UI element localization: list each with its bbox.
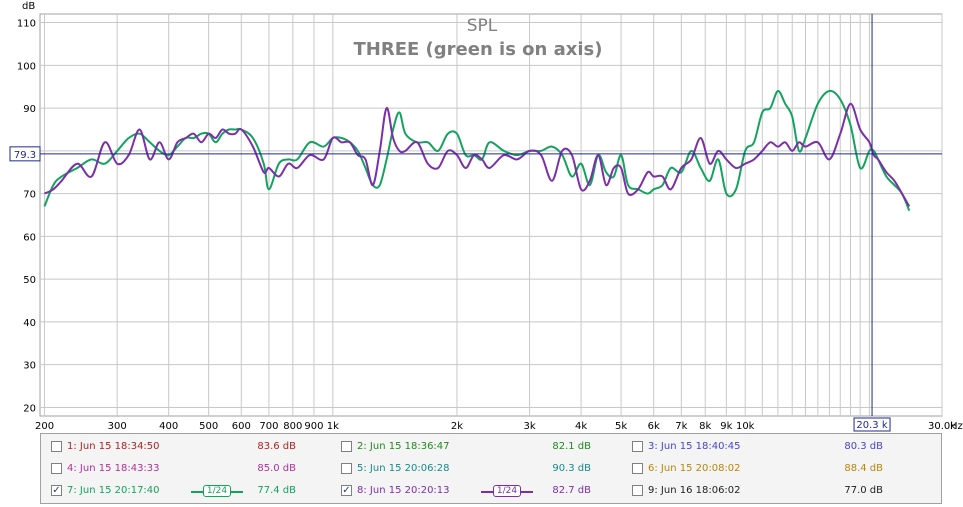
measurement-legend: 1: Jun 15 18:34:50 83.6 dB 2: Jun 15 18:36… [40, 433, 942, 504]
measurement-level: 77.0 dB [844, 485, 883, 496]
smoothing-label: 1/24 [493, 485, 521, 497]
measurement-level: 83.6 dB [257, 441, 296, 452]
x-tick-label: 200 [35, 421, 54, 432]
cursor-y-readout-box [9, 146, 41, 162]
cursor[interactable]: 79.3 20.3 k [9, 14, 942, 432]
measurement-level: 82.1 dB [552, 441, 591, 452]
x-tick-label: 30.0k [928, 421, 956, 432]
chart-subtitle: THREE (green is on axis) [353, 39, 602, 60]
x-tick-label: 1k [327, 421, 339, 432]
measurement-checkbox[interactable] [51, 441, 62, 452]
x-tick-label: 900 [304, 421, 323, 432]
y-tick-label: 50 [23, 275, 36, 286]
x-tick-labels: 200 300 400 500 600 700 800 900 1k 2k 3k 4k 5k 6k 7k 8k… [35, 421, 956, 432]
x-tick-label: 600 [232, 421, 251, 432]
x-tick-label: 3k [524, 421, 536, 432]
plot-background [39, 13, 943, 417]
y-tick-label: 60 [23, 232, 36, 243]
measurement-level: 77.4 dB [257, 485, 296, 496]
chart-title: SPL [467, 16, 498, 36]
series-line-8 [44, 102, 911, 207]
measurement-label[interactable]: 7: Jun 15 20:17:40 [67, 485, 160, 496]
x-tick-label: 4k [575, 421, 587, 432]
measurement-label[interactable]: 5: Jun 15 20:06:28 [357, 463, 450, 474]
cursor-x-readout: 20.3 k [856, 420, 887, 431]
y-tick-label: 110 [17, 19, 36, 30]
y-axis-label: dB [22, 1, 35, 12]
x-tick-label: 400 [159, 421, 178, 432]
y-tick-label: 90 [23, 104, 36, 115]
measurement-label[interactable]: 8: Jun 15 20:20:13 [357, 485, 450, 496]
measurement-label[interactable]: 4: Jun 15 18:43:33 [67, 463, 160, 474]
measurement-checkbox[interactable] [51, 463, 62, 474]
x-tick-label: 5k [615, 421, 627, 432]
measurement-checkbox[interactable] [632, 463, 643, 474]
measurement-checkbox[interactable]: ✓ [51, 485, 62, 496]
x-axis-label: Hz [950, 421, 963, 432]
cursor-x-readout-box [853, 417, 891, 432]
y-tick-label: 30 [23, 361, 36, 372]
measurement-label[interactable]: 2: Jun 15 18:36:47 [357, 441, 450, 452]
x-tick-label: 300 [108, 421, 127, 432]
grid [40, 14, 943, 416]
spl-chart: 2030405060708090100110 20030040050060070… [9, 1, 963, 432]
measurement-level: 80.3 dB [844, 441, 883, 452]
measurement-checkbox[interactable] [341, 441, 352, 452]
measurement-label[interactable]: 6: Jun 15 20:08:02 [648, 463, 741, 474]
smoothing-indicator[interactable]: 1/24 [481, 485, 533, 497]
measurement-label[interactable]: 9: Jun 16 18:06:02 [648, 485, 741, 496]
smoothing-indicator[interactable]: 1/24 [191, 485, 243, 497]
x-tick-label: 8k [699, 421, 711, 432]
measurement-checkbox[interactable] [632, 485, 643, 496]
x-tick-label: 700 [259, 421, 278, 432]
y-tick-label: 70 [23, 190, 36, 201]
smoothing-label: 1/24 [203, 485, 231, 497]
series-lines [43, 89, 911, 212]
measurement-level: 90.3 dB [552, 463, 591, 474]
measurement-checkbox[interactable] [632, 441, 643, 452]
x-tick-label: 500 [199, 421, 218, 432]
y-tick-label: 20 [23, 403, 36, 414]
x-tick-label: 9k [720, 421, 732, 432]
x-tick-label: 7k [675, 421, 687, 432]
x-tick-label: 6k [648, 421, 660, 432]
measurement-checkbox[interactable]: ✓ [341, 485, 352, 496]
measurement-label[interactable]: 3: Jun 15 18:40:45 [648, 441, 741, 452]
x-tick-label: 800 [283, 421, 302, 432]
measurement-level: 82.7 dB [552, 485, 591, 496]
measurement-checkbox[interactable] [341, 463, 352, 474]
y-tick-label: 100 [17, 61, 36, 72]
measurement-label[interactable]: 1: Jun 15 18:34:50 [67, 441, 160, 452]
cursor-y-readout: 79.3 [14, 150, 36, 161]
y-tick-labels: 2030405060708090100110 [17, 19, 36, 415]
y-tick-label: 40 [23, 318, 36, 329]
x-tick-label: 2k [451, 421, 463, 432]
measurement-level: 88.4 dB [844, 463, 883, 474]
measurement-level: 85.0 dB [257, 463, 296, 474]
x-tick-label: 10k [736, 421, 755, 432]
